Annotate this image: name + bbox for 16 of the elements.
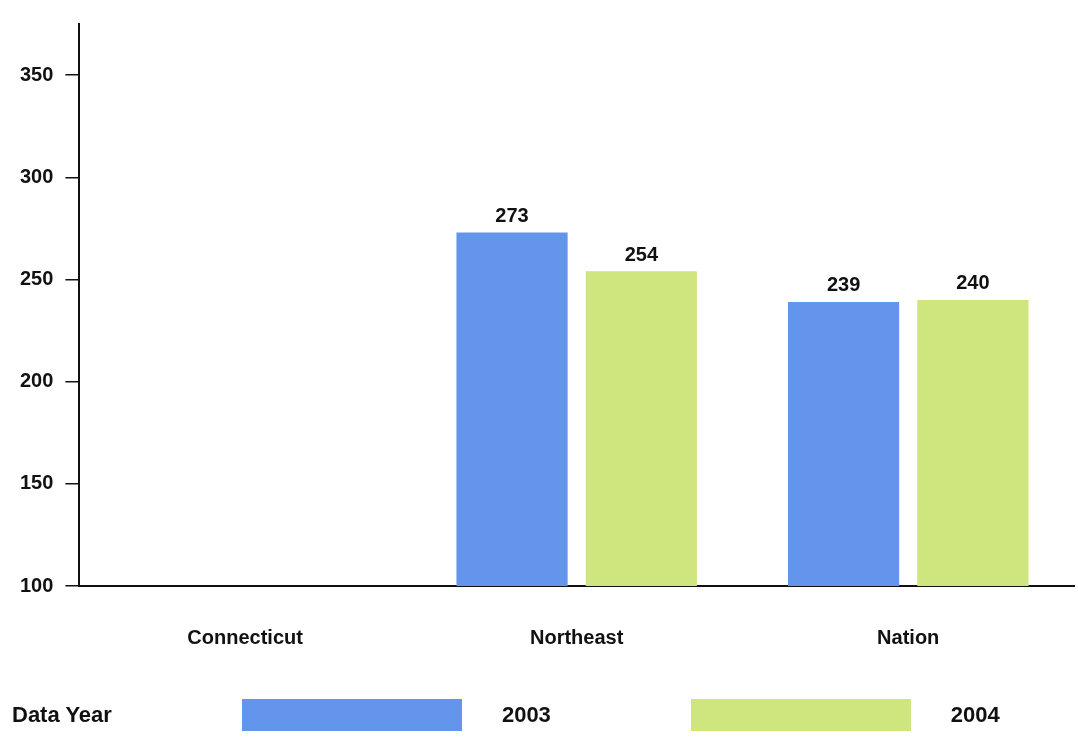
legend-title: Data Year — [12, 702, 112, 728]
y-tick-label: 200 — [19, 369, 54, 392]
x-tick-label: Connecticut — [187, 625, 304, 648]
x-tick-label: Northeast — [530, 625, 624, 648]
series-label: 2003 — [501, 702, 551, 728]
data-label: 254 — [624, 242, 659, 265]
data-label: 239 — [826, 273, 861, 296]
x-tick-label: Nation — [877, 625, 940, 648]
y-tick-label: 250 — [19, 266, 54, 289]
y-tick-label: 300 — [19, 164, 54, 187]
y-tick-label: 150 — [19, 471, 54, 494]
y-tick-label: 100 — [19, 573, 54, 596]
data-label: 273 — [495, 203, 529, 226]
data-label: 240 — [956, 271, 990, 294]
y-tick-label: 350 — [19, 62, 54, 85]
series-label: 2004 — [950, 702, 1000, 728]
